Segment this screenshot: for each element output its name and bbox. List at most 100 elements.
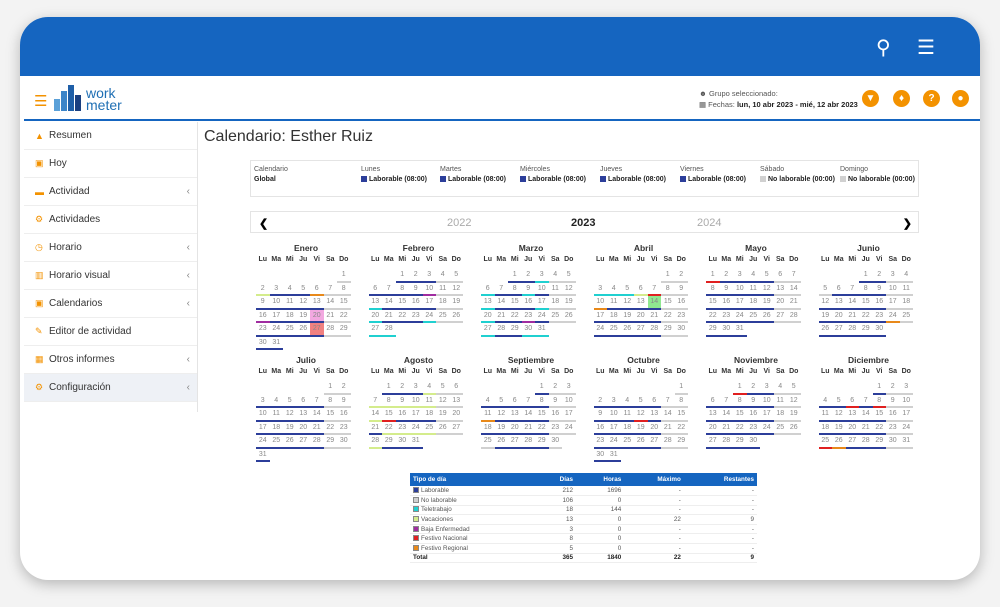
calendar-day[interactable]: 21 bbox=[647, 310, 661, 323]
calendar-day[interactable]: 14 bbox=[845, 296, 859, 310]
calendar-day[interactable]: 21 bbox=[859, 422, 873, 435]
calendar-day[interactable]: 3 bbox=[422, 269, 436, 283]
column-header[interactable]: Horas bbox=[575, 473, 625, 486]
calendar-day[interactable]: 17 bbox=[899, 408, 913, 422]
calendar-day[interactable]: 11 bbox=[773, 395, 787, 408]
calendar-day[interactable]: 31 bbox=[409, 435, 423, 449]
calendar-day[interactable]: 4 bbox=[422, 381, 436, 395]
calendar-day[interactable]: 20 bbox=[310, 309, 324, 323]
calendar-day[interactable]: 1 bbox=[674, 381, 688, 395]
calendar-day[interactable]: 9 bbox=[674, 283, 688, 296]
filter-button[interactable]: ▼ bbox=[862, 90, 879, 107]
calendar-day[interactable]: 12 bbox=[760, 283, 774, 296]
calendar-day[interactable]: 6 bbox=[647, 395, 661, 408]
calendar-day[interactable]: 14 bbox=[382, 296, 396, 310]
calendar-day[interactable]: 8 bbox=[872, 395, 886, 408]
calendar-day[interactable]: 16 bbox=[409, 296, 423, 310]
sidebar-item-horario-visual[interactable]: ▥ Horario visual ‹ bbox=[24, 262, 197, 290]
menu-icon[interactable]: ☰ bbox=[917, 37, 935, 59]
calendar-day[interactable]: 31 bbox=[899, 435, 913, 449]
calendar-day[interactable]: 1 bbox=[872, 381, 886, 395]
sidebar-item-editor-de-actividad[interactable]: ✎ Editor de actividad bbox=[24, 318, 197, 346]
calendar-day[interactable]: 9 bbox=[337, 395, 351, 408]
calendar-day[interactable]: 19 bbox=[283, 422, 297, 435]
calendar-day[interactable]: 10 bbox=[607, 408, 621, 422]
calendar-day[interactable]: 21 bbox=[521, 422, 535, 435]
calendar-day[interactable]: 23 bbox=[521, 310, 535, 323]
next-year-arrow-icon[interactable]: ❯ bbox=[902, 218, 912, 230]
calendar-day[interactable]: 29 bbox=[872, 435, 886, 449]
calendar-day[interactable]: 12 bbox=[283, 408, 297, 422]
calendar-day[interactable]: 27 bbox=[481, 323, 495, 337]
calendar-day[interactable]: 29 bbox=[674, 435, 688, 449]
calendar-day[interactable]: 20 bbox=[773, 296, 787, 310]
sidebar-item-calendarios[interactable]: ▣ Calendarios ‹ bbox=[24, 290, 197, 318]
calendar-day[interactable]: 1 bbox=[337, 269, 351, 283]
calendar-day[interactable]: 2 bbox=[548, 381, 562, 395]
calendar-day[interactable]: 28 bbox=[310, 435, 324, 449]
calendar-day[interactable]: 5 bbox=[296, 283, 310, 296]
calendar-day[interactable]: 1 bbox=[535, 381, 549, 395]
calendar-day[interactable]: 9 bbox=[395, 395, 409, 408]
calendar-day[interactable]: 16 bbox=[548, 408, 562, 422]
calendar-day[interactable]: 24 bbox=[256, 435, 270, 449]
calendar-day[interactable]: 30 bbox=[746, 435, 760, 449]
calendar-day[interactable]: 26 bbox=[436, 422, 450, 435]
calendar-day[interactable]: 28 bbox=[787, 310, 801, 323]
calendar-day[interactable]: 18 bbox=[899, 296, 913, 310]
calendar-day[interactable]: 5 bbox=[449, 269, 463, 283]
column-header[interactable]: Restantes bbox=[683, 473, 757, 486]
calendar-day[interactable]: 7 bbox=[845, 283, 859, 296]
calendar-day[interactable]: 1 bbox=[395, 269, 409, 283]
calendar-day[interactable]: 13 bbox=[449, 395, 463, 408]
calendar-day[interactable]: 7 bbox=[521, 395, 535, 408]
calendar-day[interactable]: 25 bbox=[773, 422, 787, 435]
calendar-day[interactable]: 28 bbox=[845, 323, 859, 337]
calendar-day[interactable]: 25 bbox=[548, 310, 562, 323]
calendar-day[interactable]: 24 bbox=[733, 310, 747, 323]
calendar-day[interactable]: 16 bbox=[337, 408, 351, 422]
calendar-day[interactable]: 29 bbox=[508, 323, 522, 337]
calendar-day[interactable]: 30 bbox=[674, 323, 688, 337]
calendar-day[interactable]: 3 bbox=[256, 395, 270, 408]
calendar-day[interactable]: 22 bbox=[661, 310, 675, 323]
calendar-day[interactable]: 3 bbox=[886, 269, 900, 283]
calendar-day[interactable]: 7 bbox=[787, 269, 801, 283]
calendar-day[interactable]: 23 bbox=[674, 310, 688, 323]
calendar-day[interactable]: 12 bbox=[296, 296, 310, 310]
calendar-day[interactable]: 24 bbox=[899, 422, 913, 435]
calendar-day[interactable]: 27 bbox=[634, 323, 648, 337]
calendar-day[interactable]: 5 bbox=[283, 395, 297, 408]
calendar-day[interactable]: 27 bbox=[296, 435, 310, 449]
calendar-day[interactable]: 7 bbox=[382, 283, 396, 296]
calendar-day[interactable]: 22 bbox=[382, 422, 396, 435]
calendar-day[interactable]: 9 bbox=[872, 283, 886, 296]
calendar-day[interactable]: 9 bbox=[593, 408, 607, 422]
calendar-day[interactable]: 20 bbox=[508, 422, 522, 435]
calendar-day[interactable]: 28 bbox=[521, 435, 535, 449]
calendar-day[interactable]: 8 bbox=[674, 395, 688, 408]
calendar-day[interactable]: 24 bbox=[269, 323, 283, 337]
calendar-day[interactable]: 24 bbox=[607, 435, 621, 449]
column-header[interactable]: Tipo de día bbox=[410, 473, 537, 486]
calendar-day[interactable]: 6 bbox=[706, 395, 720, 408]
calendar-day[interactable]: 9 bbox=[256, 296, 270, 310]
calendar-day[interactable]: 11 bbox=[746, 283, 760, 296]
calendar-day[interactable]: 14 bbox=[494, 296, 508, 310]
calendar-day[interactable]: 4 bbox=[548, 269, 562, 283]
calendar-day[interactable]: 12 bbox=[436, 395, 450, 408]
calendar-day[interactable]: 9 bbox=[746, 395, 760, 408]
calendar-day[interactable]: 3 bbox=[760, 381, 774, 395]
calendar-day[interactable]: 13 bbox=[481, 296, 495, 310]
calendar-day[interactable]: 5 bbox=[760, 269, 774, 283]
calendar-day[interactable]: 22 bbox=[337, 310, 351, 323]
sidebar-item-resumen[interactable]: ▲ Resumen bbox=[24, 122, 197, 150]
logo[interactable]: work meter bbox=[54, 85, 122, 112]
calendar-day[interactable]: 2 bbox=[593, 395, 607, 408]
calendar-day[interactable]: 7 bbox=[719, 395, 733, 408]
calendar-day[interactable]: 6 bbox=[310, 283, 324, 296]
calendar-day[interactable]: 2 bbox=[256, 283, 270, 296]
calendar-day[interactable]: 5 bbox=[436, 381, 450, 395]
calendar-day[interactable]: 11 bbox=[620, 408, 634, 422]
calendar-day[interactable]: 26 bbox=[818, 323, 832, 337]
